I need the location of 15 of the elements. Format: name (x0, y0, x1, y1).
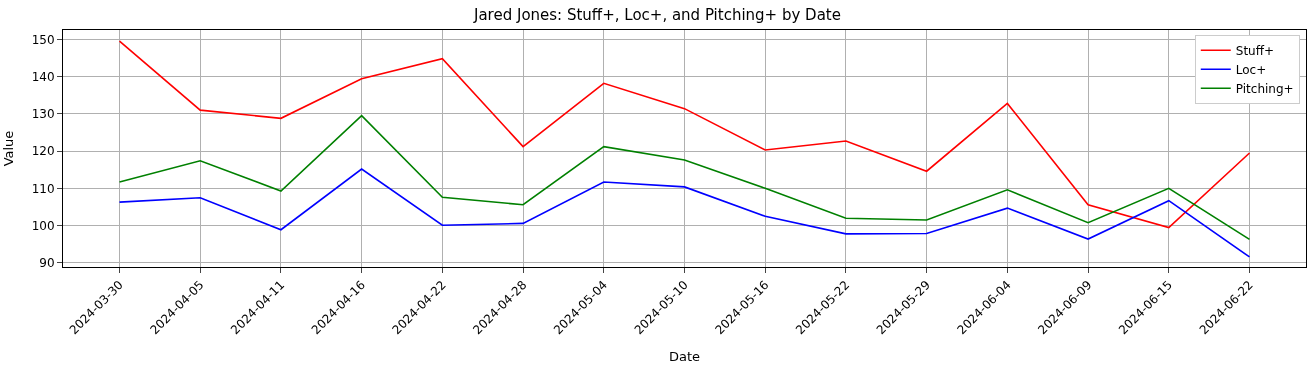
legend-label: Stuff+ (1235, 43, 1275, 58)
y-tick-label: 90 (39, 256, 55, 271)
y-tick-label: 130 (31, 107, 55, 122)
y-tick-label: 120 (31, 144, 55, 159)
line-series (118, 114, 1251, 241)
y-tick-label: 140 (31, 69, 55, 84)
y-tick-label: 110 (31, 181, 55, 196)
y-axis-title: Value (0, 130, 16, 167)
line-series (118, 168, 1251, 258)
chart-title: Jared Jones: Stuff+, Loc+, and Pitching+ by Date (473, 5, 841, 24)
legend-label: Loc+ (1235, 62, 1267, 77)
y-tick-label: 100 (31, 218, 55, 233)
x-axis-title: Date (668, 348, 701, 364)
legend-label: Pitching+ (1235, 81, 1294, 96)
y-tick-label: 150 (31, 32, 55, 47)
